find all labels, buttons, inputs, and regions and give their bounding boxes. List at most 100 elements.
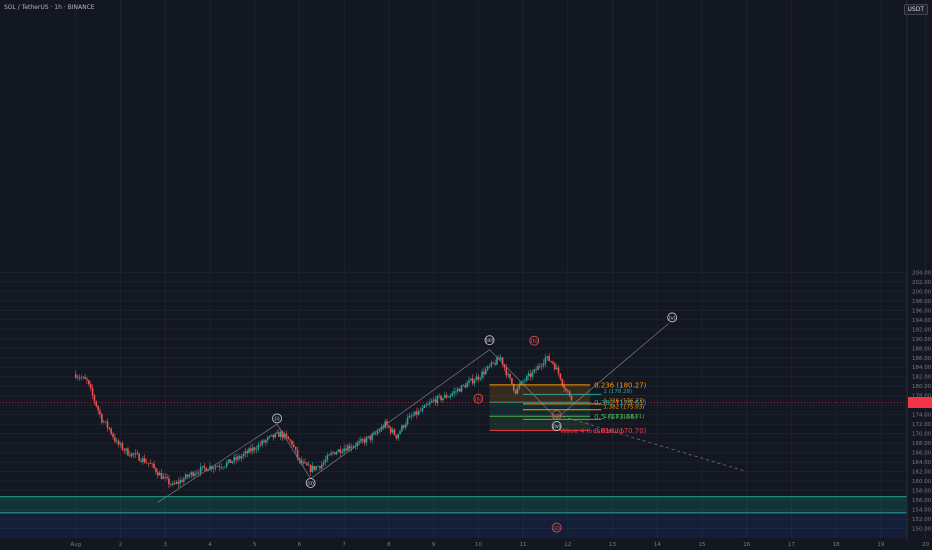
candle-body <box>537 365 539 370</box>
candle-body <box>170 484 172 485</box>
y-tick-label: 198.00 <box>912 299 932 305</box>
candle-body <box>145 462 148 464</box>
candle-body <box>501 357 504 365</box>
y-tick-label: 152.00 <box>912 517 932 523</box>
candle-body <box>211 466 213 469</box>
candle-body <box>252 447 254 452</box>
candle-body <box>348 445 351 449</box>
fib-retrace-label: 0.236 (180.27) <box>594 381 646 389</box>
fib-retrace-label: 0.618 (170.70) <box>594 427 646 435</box>
candle-body <box>326 455 329 460</box>
candle-body <box>401 425 403 432</box>
x-tick-label: 19 <box>877 542 884 548</box>
candle-body <box>278 432 280 437</box>
x-tick-label: 18 <box>833 542 840 548</box>
x-tick-label: 6 <box>298 542 302 548</box>
fib-retrace-label: 0.5 (173.66) <box>594 413 638 421</box>
y-tick-label: 162.00 <box>912 470 932 476</box>
candle-body <box>328 454 331 456</box>
candle-body <box>425 405 427 406</box>
candle-body <box>518 384 521 388</box>
candle-body <box>507 374 509 376</box>
x-tick-label: 9 <box>432 542 436 548</box>
invalidation-label: Wave 4 Invalidation <box>560 427 624 435</box>
candle-body <box>516 387 519 394</box>
candle-body <box>360 439 362 442</box>
candle-body <box>332 452 334 454</box>
candle-body <box>160 472 163 479</box>
candle-body <box>171 483 174 485</box>
candle-body <box>300 460 303 464</box>
candle-body <box>80 377 83 379</box>
wave-label-circle <box>667 312 678 323</box>
candle-body <box>143 458 146 463</box>
candle-body <box>449 395 452 397</box>
y-axis: 150.00 152.00 154.00 156.00 158.00 160.00 162.… <box>906 0 932 540</box>
candle-body <box>214 466 217 468</box>
candle-body <box>343 448 345 452</box>
candle-body <box>281 431 284 438</box>
candle-body <box>162 476 165 479</box>
candle-body <box>445 395 448 398</box>
y-tick-label: 190.00 <box>912 337 932 343</box>
candle-body <box>414 411 416 416</box>
candle-body <box>155 467 157 473</box>
candle-body <box>294 447 297 450</box>
candle-body <box>192 472 194 476</box>
wave-label: (iv) <box>551 421 562 431</box>
candle-body <box>188 474 191 477</box>
candle-body <box>350 447 353 449</box>
candle-body <box>361 439 364 440</box>
candle-body <box>190 472 193 475</box>
candle-body <box>127 448 129 456</box>
candle-body <box>175 481 178 484</box>
candle-body <box>168 478 170 485</box>
y-tick-label: 182.00 <box>912 375 932 381</box>
candle-body <box>184 474 187 479</box>
x-tick-label: 12 <box>564 542 571 548</box>
candle-body <box>542 363 545 366</box>
candle-body <box>535 369 537 370</box>
candle-body <box>132 453 135 455</box>
candle-body <box>514 390 517 394</box>
candle-body <box>257 444 260 450</box>
candle-body <box>406 417 409 425</box>
currency-badge[interactable]: USDT <box>903 4 928 15</box>
candle-body <box>375 433 377 435</box>
candle-body <box>432 399 435 401</box>
candle-body <box>166 476 168 479</box>
candle-body <box>462 385 465 386</box>
candle-body <box>309 465 312 473</box>
candle-body <box>334 452 336 455</box>
candle-body <box>93 395 96 402</box>
candle-body <box>101 414 103 423</box>
candle-body <box>447 396 450 398</box>
y-tick-label: 204.00 <box>912 270 932 276</box>
candle-body <box>285 433 288 437</box>
candle-body <box>380 426 383 431</box>
candle-body <box>393 429 396 436</box>
candle-body <box>82 376 85 378</box>
candle-body <box>557 367 560 374</box>
candle-body <box>293 444 295 448</box>
candle-body <box>229 459 232 464</box>
candle-body <box>567 390 569 392</box>
y-tick-label: 202.00 <box>912 280 932 286</box>
candle-body <box>511 378 513 385</box>
candle-body <box>397 434 399 439</box>
candle-body <box>559 373 562 380</box>
candle-body <box>358 441 360 443</box>
candle-body <box>84 376 86 379</box>
candle-body <box>565 388 567 391</box>
candle-body <box>391 429 394 433</box>
candle-body <box>237 456 239 460</box>
candle-body <box>531 372 534 377</box>
symbol-header: SOL / TetherUS · 1h · BINANCE <box>4 4 95 11</box>
candle-body <box>114 437 116 442</box>
candle-body <box>233 457 235 462</box>
candle-body <box>276 432 278 434</box>
candle-body <box>134 453 137 455</box>
candle-body <box>402 425 405 428</box>
candle-body <box>246 451 249 454</box>
